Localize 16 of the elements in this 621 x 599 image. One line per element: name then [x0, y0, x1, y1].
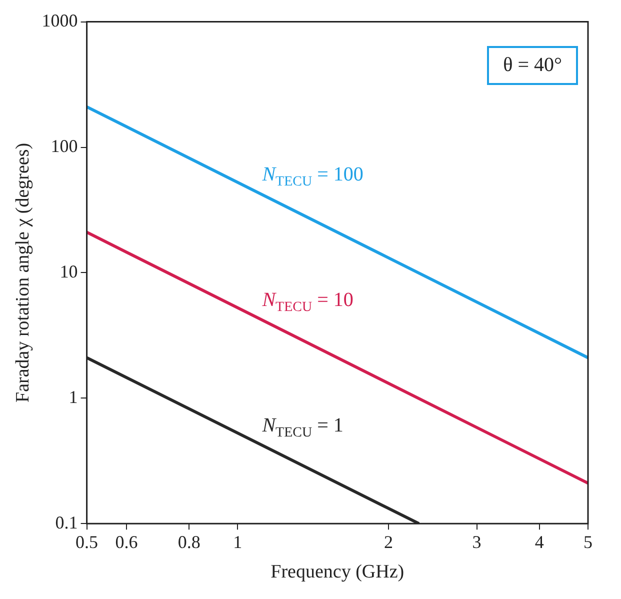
- x-tick-label: 1: [233, 532, 242, 552]
- y-tick-label: 1: [68, 386, 78, 407]
- annotation: θ = 40°: [487, 46, 578, 85]
- x-tick-label: 0.6: [115, 532, 138, 552]
- x-tick-label: 0.8: [178, 532, 200, 552]
- y-tick-label: 100: [50, 136, 78, 156]
- x-axis-title: Frequency (GHz): [270, 562, 404, 583]
- x-tick-label: 5: [584, 532, 592, 552]
- x-tick-label: 3: [472, 532, 482, 552]
- y-tick-label: 1000: [42, 10, 78, 31]
- y-tick-label: 10: [60, 261, 78, 282]
- x-tick-label: 2: [384, 532, 394, 552]
- y-axis-title: Faraday rotation angle χ (degrees): [12, 142, 34, 402]
- x-tick-label: 0.5: [76, 532, 98, 552]
- x-tick-label: 4: [534, 532, 544, 552]
- y-tick-label: 0.1: [55, 512, 78, 532]
